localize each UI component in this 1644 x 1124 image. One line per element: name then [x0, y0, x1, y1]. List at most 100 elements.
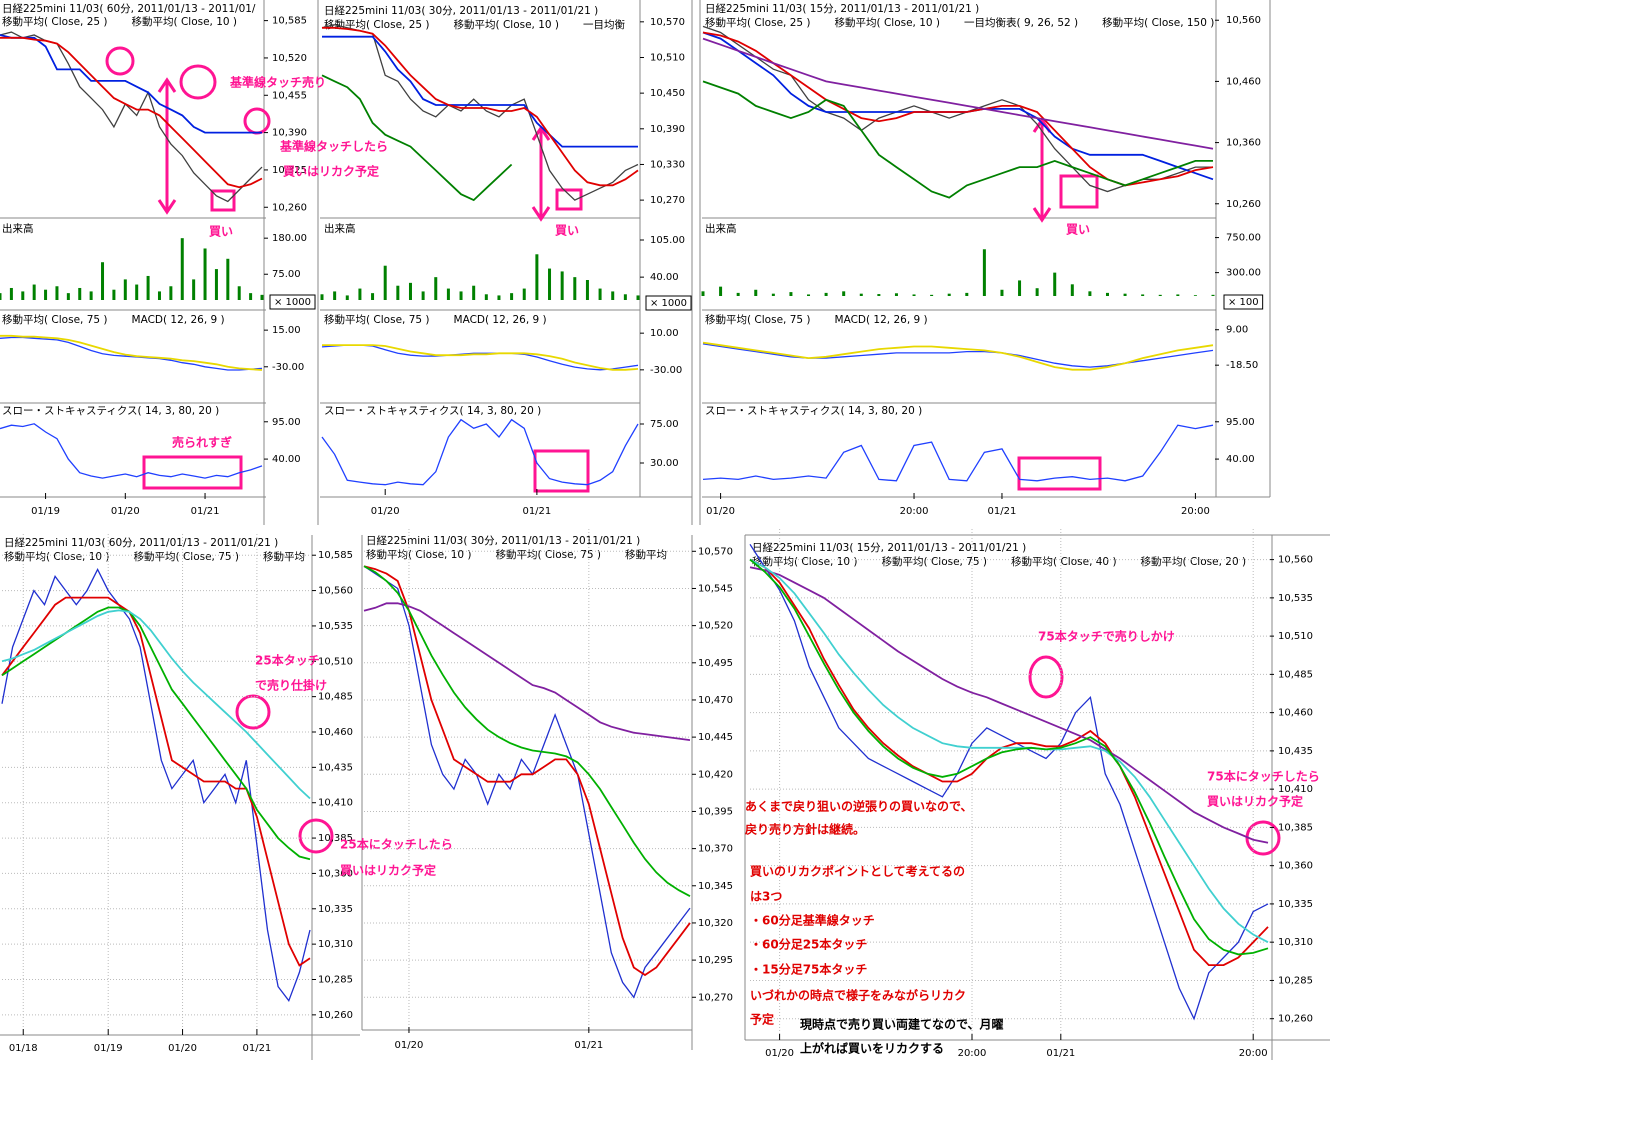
annotation: ・60分足基準線タッチ [750, 913, 875, 928]
annotation: 現時点で売り買い両建てなので、月曜 [800, 1017, 1004, 1032]
legend-entry: 移動平均( Close, 25 ) [705, 16, 811, 29]
y-tick-label: 10,460 [1278, 708, 1313, 719]
annotation: 買いのリカクポイントとして考えてるの [750, 864, 965, 879]
y-tick-label: 10,585 [272, 16, 307, 27]
x-tick-label: 01/21 [1046, 1048, 1075, 1059]
chart-title: 日経225mini 11/03( 60分, 2011/01/13 - 2011/… [2, 2, 256, 15]
x-tick-label: 01/18 [9, 1043, 38, 1054]
x-tick-label: 01/20 [371, 506, 400, 517]
bar [877, 294, 881, 296]
bar [510, 293, 514, 300]
annotation: で売り仕掛け [255, 678, 327, 693]
y-tick-label: 10,310 [318, 939, 353, 950]
y-tick-label: -18.50 [1226, 360, 1258, 371]
annotation: 売られすぎ [172, 435, 232, 450]
annotation: いづれかの時点で様子をみながらリカク [750, 988, 966, 1003]
annotation: は3つ [750, 890, 782, 904]
y-tick-label: 10,535 [1278, 593, 1313, 604]
annotation: ・60分足25本タッチ [750, 937, 867, 952]
bar [44, 289, 48, 300]
series-line [363, 565, 691, 897]
x-tick-label: 20:00 [900, 506, 929, 517]
bar [434, 277, 438, 300]
y-tick-label: 300.00 [1226, 268, 1261, 279]
annotation: 戻り売り方針は継続。 [745, 822, 865, 837]
x-tick-label: 01/21 [522, 506, 551, 517]
bar [930, 294, 934, 296]
bar [371, 293, 375, 300]
bar [585, 280, 589, 300]
x-tick-label: 01/20 [765, 1048, 794, 1059]
bar [484, 294, 488, 300]
y-tick-label: 10,585 [318, 550, 353, 561]
bar [89, 291, 93, 300]
bar [1141, 294, 1145, 296]
annotation: あくまで戻り狙いの逆張りの買いなので、 [745, 799, 973, 814]
series-line [0, 423, 263, 479]
series-line [749, 558, 1269, 966]
bar [472, 285, 476, 300]
chart-title: 移動平均( Close, 75 ) [705, 313, 811, 326]
bar [21, 291, 25, 300]
legend-entry: 移動平均( Close, 10 ) [835, 16, 941, 29]
y-tick-label: 10,420 [698, 769, 733, 780]
bar [548, 268, 552, 300]
bar [0, 293, 2, 300]
annotation: ・15分足75本タッチ [750, 962, 867, 977]
bar [1035, 288, 1039, 296]
legend-entry: 移動平均( Close, 10 ) [454, 18, 560, 31]
y-tick-label: 10,310 [1278, 937, 1313, 948]
series-line [322, 35, 638, 148]
y-tick-label: 10,460 [1226, 76, 1261, 87]
legend-entry: 移動平均( Close, 75 ) [134, 550, 240, 563]
legend-entry: MACD( 12, 26, 9 ) [132, 314, 225, 326]
x-tick-label: 01/19 [94, 1043, 123, 1054]
bar [135, 284, 139, 300]
bar [66, 293, 70, 300]
y-tick-label: 10,560 [1278, 555, 1313, 566]
x-tick-label: 01/21 [988, 506, 1017, 517]
chart-title: 日経225mini 11/03( 30分, 2011/01/13 - 2011/… [324, 4, 598, 17]
y-tick-label: 10,260 [272, 202, 307, 213]
bar [1211, 294, 1215, 296]
x-tick-label: 20:00 [1181, 506, 1210, 517]
y-tick-label: 9.00 [1226, 325, 1248, 336]
x-tick-label: 01/21 [242, 1043, 271, 1054]
series-line [702, 31, 1214, 181]
bar [383, 265, 387, 300]
bar [1088, 291, 1092, 296]
y-tick-label: 180.00 [272, 233, 307, 244]
annotation: 買いはリカク予定 [283, 164, 379, 179]
y-tick-label: 95.00 [272, 417, 301, 428]
legend-entry: 移動平均( Close, 75 ) [882, 555, 988, 568]
chart-title: 移動平均( Close, 75 ) [324, 313, 430, 326]
legend-entry: 移動平均 [625, 548, 667, 561]
x-tick-label: 01/21 [574, 1040, 603, 1051]
bar [78, 287, 82, 300]
series-line [749, 558, 1269, 943]
bar [214, 269, 218, 300]
bar [1123, 293, 1127, 296]
x-tick-label: 01/21 [191, 506, 220, 517]
annotation: 買い [209, 225, 233, 239]
bar [560, 271, 564, 300]
series-line [0, 36, 263, 189]
y-tick-label: 10,320 [698, 918, 733, 929]
y-tick-label: 10,570 [650, 17, 685, 28]
series-line [702, 80, 1213, 199]
chart-title: 出来高 [324, 222, 356, 235]
series-line [322, 26, 639, 187]
bar [807, 294, 811, 296]
x-tick-label: 20:00 [958, 1048, 987, 1059]
legend-entry: 移動平均( Close, 40 ) [1011, 555, 1117, 568]
chart-title: 日経225mini 11/03( 15分, 2011/01/13 - 2011/… [705, 2, 979, 15]
series-line [321, 344, 639, 371]
y-tick-label: 10,385 [318, 833, 353, 844]
bar [611, 291, 615, 300]
annotation: 買い [1066, 223, 1090, 237]
series-line [0, 336, 263, 371]
bar [408, 282, 412, 300]
bar [736, 292, 740, 296]
y-tick-label: 10,510 [1278, 631, 1313, 642]
bar [320, 294, 324, 300]
